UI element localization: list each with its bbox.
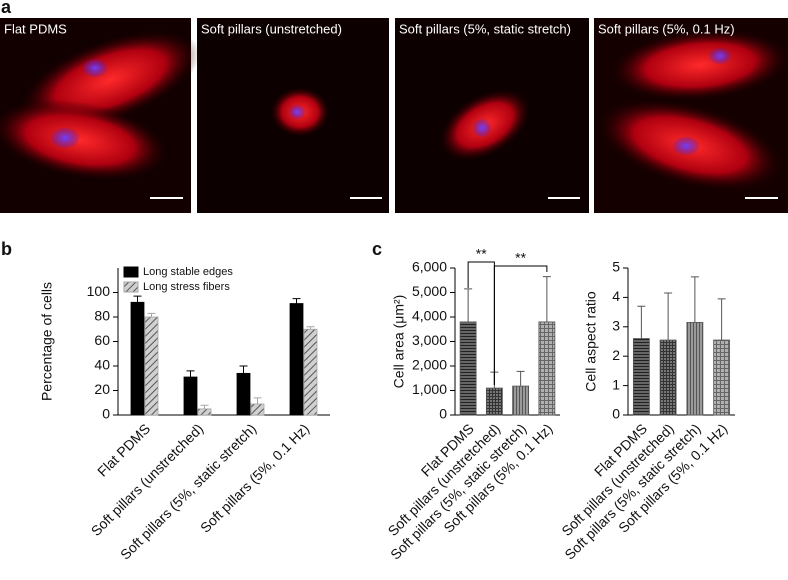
bar xyxy=(686,321,704,416)
y-axis-label: Cell area (μm²) xyxy=(391,295,407,389)
y-tick-label: 60 xyxy=(94,332,110,348)
y-tick-label: 5,000 xyxy=(412,283,447,299)
image-label: Soft pillars (unstretched) xyxy=(201,21,342,36)
significance-bracket xyxy=(493,265,548,385)
significance-label: ** xyxy=(515,250,526,266)
error-bar xyxy=(464,288,473,322)
legend-swatch xyxy=(123,266,139,278)
y-tick-label: 5 xyxy=(612,259,620,275)
error-bar xyxy=(664,292,673,341)
bar xyxy=(250,403,265,416)
x-tick-label: Soft pillars (5%, 0.1 Hz) xyxy=(197,420,312,535)
bar xyxy=(197,408,212,416)
y-tick-label: 6,000 xyxy=(412,259,447,275)
bar xyxy=(459,321,477,416)
y-tick-label: 3 xyxy=(612,318,620,334)
bar xyxy=(303,328,318,416)
y-tick-label: 4 xyxy=(612,288,620,304)
bar xyxy=(236,372,251,416)
significance-label: ** xyxy=(476,246,487,262)
y-tick-label: 3,000 xyxy=(412,332,447,348)
y-tick-label: 80 xyxy=(94,308,110,324)
y-tick-label: 100 xyxy=(87,283,111,299)
y-tick-label: 0 xyxy=(439,406,447,422)
y-tick-label: 2,000 xyxy=(412,357,447,373)
bar xyxy=(130,301,145,416)
bar xyxy=(512,385,530,416)
error-bar xyxy=(133,295,142,303)
bar xyxy=(289,303,304,416)
bar xyxy=(485,387,503,416)
y-tick-label: 2 xyxy=(612,347,620,363)
error-bar xyxy=(637,305,646,339)
error-bar xyxy=(516,370,525,387)
bar xyxy=(183,376,198,416)
error-bar xyxy=(200,404,209,409)
bar xyxy=(144,316,159,416)
image-label: Soft pillars (5%, 0.1 Hz) xyxy=(598,21,735,36)
error-bar xyxy=(239,365,248,374)
error-bar xyxy=(253,397,262,404)
y-tick-label: 1,000 xyxy=(412,381,447,397)
error-bar xyxy=(147,312,156,317)
error-bar xyxy=(542,276,551,322)
bar xyxy=(538,321,556,416)
bar xyxy=(632,338,650,416)
error-bar xyxy=(690,276,699,323)
y-tick-label: 40 xyxy=(94,357,110,373)
y-tick-label: 0 xyxy=(102,406,110,422)
legend-swatch xyxy=(123,281,139,293)
y-axis-label: Percentage of cells xyxy=(39,282,55,401)
legend-label: Long stress fibers xyxy=(143,281,230,293)
y-axis-label: Cell aspect ratio xyxy=(583,291,599,392)
error-bar xyxy=(292,298,301,304)
legend-label: Long stable edges xyxy=(143,266,233,278)
panel-label: b xyxy=(1,239,12,259)
micrographs xyxy=(0,18,788,213)
y-tick-label: 0 xyxy=(612,406,620,422)
y-tick-label: 20 xyxy=(94,381,110,397)
image-label: Soft pillars (5%, static stretch) xyxy=(399,21,571,36)
y-tick-label: 1 xyxy=(612,376,620,392)
panel-label: a xyxy=(1,0,12,17)
error-bar xyxy=(306,326,315,330)
panel-label: c xyxy=(372,239,382,259)
y-tick-label: 4,000 xyxy=(412,308,447,324)
error-bar xyxy=(186,370,195,378)
error-bar xyxy=(717,298,726,341)
bar xyxy=(713,339,731,416)
bar xyxy=(659,339,677,416)
image-label: Flat PDMS xyxy=(4,21,67,36)
